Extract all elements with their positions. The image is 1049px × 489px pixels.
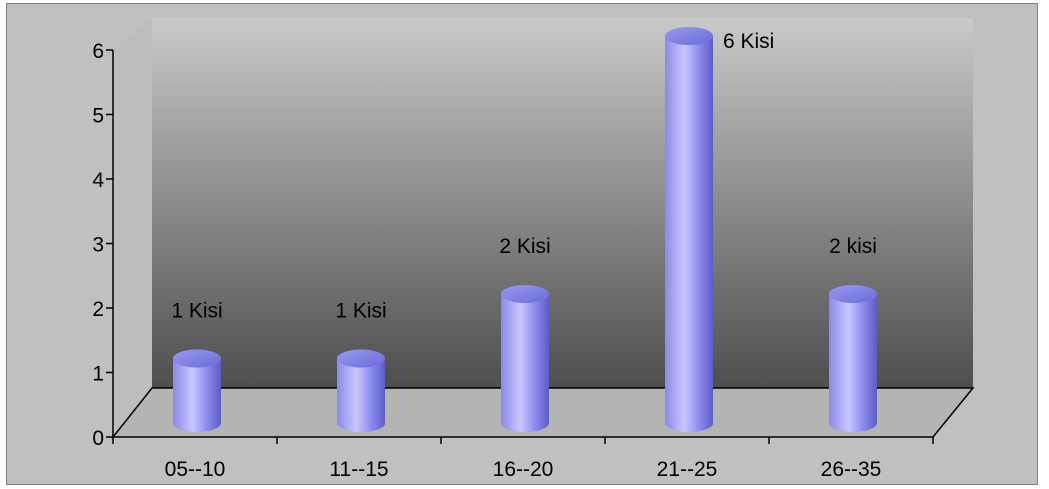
y-tick-label: 2 [92, 298, 104, 321]
data-label: 1 Kisi [335, 300, 386, 323]
bar-body [337, 358, 385, 432]
x-tick-label: 21--25 [657, 458, 718, 481]
x-tick-label: 05--10 [165, 458, 226, 481]
bar-body [665, 36, 713, 432]
y-tick-label: 1 [92, 363, 104, 386]
data-label: 1 Kisi [171, 300, 222, 323]
y-tick-label: 6 [92, 40, 104, 63]
data-label: 2 Kisi [499, 235, 550, 258]
data-label: 6 Kisi [723, 30, 774, 53]
y-tick-label: 5 [92, 105, 104, 128]
bar [829, 285, 877, 432]
x-tick-label: 11--15 [329, 458, 388, 481]
bar-body [829, 294, 877, 432]
y-axis-ticks: 0 1 2 3 4 5 6 [92, 40, 113, 450]
y-tick-label: 0 [92, 427, 104, 450]
data-labels: 1 Kisi 1 Kisi 2 Kisi 6 Kisi 2 kisi [171, 30, 877, 323]
bar-cap [173, 349, 221, 368]
x-tick-label: 16--20 [493, 458, 554, 481]
data-label: 2 kisi [829, 235, 877, 258]
x-axis-ticks: 05--10 11--15 16--20 21--25 26--35 [112, 437, 934, 481]
bars [173, 27, 877, 432]
y-tick-label: 3 [92, 234, 104, 257]
bar-body [501, 294, 549, 432]
x-tick-label: 26--35 [821, 458, 882, 481]
bar [665, 27, 713, 432]
bar-body [173, 358, 221, 432]
bar-cap [337, 349, 385, 368]
bar-cap [501, 285, 549, 303]
bar-cap [665, 27, 713, 45]
back-wall [152, 18, 973, 388]
bar-cap [829, 285, 877, 303]
bar [173, 349, 221, 432]
side-wall [113, 18, 152, 437]
bar [337, 349, 385, 432]
bar [501, 285, 549, 432]
y-tick-label: 4 [92, 169, 104, 192]
